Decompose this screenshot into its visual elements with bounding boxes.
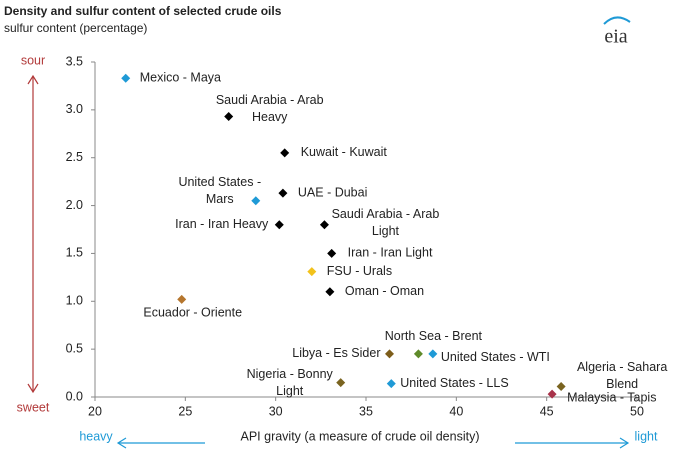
point-label: UAE - Dubai [298, 185, 367, 199]
point [547, 389, 557, 399]
heavy-label: heavy [79, 429, 113, 443]
point-label: Kuwait - Kuwait [301, 145, 388, 159]
point [224, 112, 234, 122]
light-label: light [635, 429, 658, 443]
point [278, 188, 288, 198]
x-tick-label: 40 [449, 404, 463, 418]
point [280, 148, 290, 158]
point-label: Mexico - Maya [140, 71, 221, 85]
y-tick-label: 0.5 [66, 341, 83, 355]
point-label: Algeria - Sahara [577, 360, 667, 374]
point-label: United States - WTI [441, 350, 550, 364]
x-axis-label: API gravity (a measure of crude oil dens… [241, 429, 480, 443]
point-label: Ecuador - Oriente [143, 306, 242, 320]
point-label: United States - [178, 175, 261, 189]
x-tick-label: 50 [630, 404, 644, 418]
point-label: FSU - Urals [327, 264, 392, 278]
x-tick-label: 30 [269, 404, 283, 418]
point-label: Mars [206, 192, 234, 206]
y-tick-label: 2.5 [66, 150, 83, 164]
point [121, 73, 131, 83]
point [274, 220, 284, 230]
vertical-arrow [27, 74, 39, 394]
point [319, 220, 329, 230]
point-label: North Sea - Brent [385, 329, 483, 343]
y-tick-label: 3.5 [66, 54, 83, 68]
sweet-label: sweet [17, 400, 50, 414]
y-tick-label: 1.0 [66, 294, 83, 308]
y-tick-label: 0.0 [66, 389, 83, 403]
point [413, 349, 423, 359]
point [327, 248, 337, 258]
point-label: Saudi Arabia - Arab [332, 207, 440, 221]
point [336, 378, 346, 388]
x-tick-label: 25 [178, 404, 192, 418]
point-label: Malaysia - Tapis [567, 390, 656, 404]
logo: eia [604, 26, 627, 48]
point [556, 381, 566, 391]
point-label: Light [372, 224, 400, 238]
y-axis-label: sulfur content (percentage) [4, 21, 147, 35]
x-tick-label: 20 [88, 404, 102, 418]
point [428, 349, 438, 359]
point [177, 294, 187, 304]
x-tick-label: 35 [359, 404, 373, 418]
point-label: Nigeria - Bonny [247, 367, 334, 381]
sour-label: sour [21, 53, 45, 67]
point-label: Light [276, 384, 304, 398]
point-label: United States - LLS [400, 376, 508, 390]
y-tick-label: 1.5 [66, 246, 83, 260]
point-label: Blend [606, 377, 638, 391]
point [307, 267, 317, 277]
y-tick-label: 2.0 [66, 198, 83, 212]
point [384, 349, 394, 359]
point-label: Oman - Oman [345, 284, 424, 298]
point-label: Heavy [252, 110, 288, 124]
point-label: Iran - Iran Heavy [175, 217, 269, 231]
logo-arc [603, 16, 631, 25]
point [386, 379, 396, 389]
point-label: Libya - Es Sider [292, 346, 380, 360]
point-label: Saudi Arabia - Arab [216, 93, 324, 107]
point [251, 196, 261, 206]
point-label: Iran - Iran Light [348, 246, 433, 260]
y-tick-label: 3.0 [66, 102, 83, 116]
xlabel-bg [205, 430, 515, 445]
x-tick-label: 45 [540, 404, 554, 418]
chart-title: Density and sulfur content of selected c… [4, 4, 282, 18]
point [325, 287, 335, 297]
